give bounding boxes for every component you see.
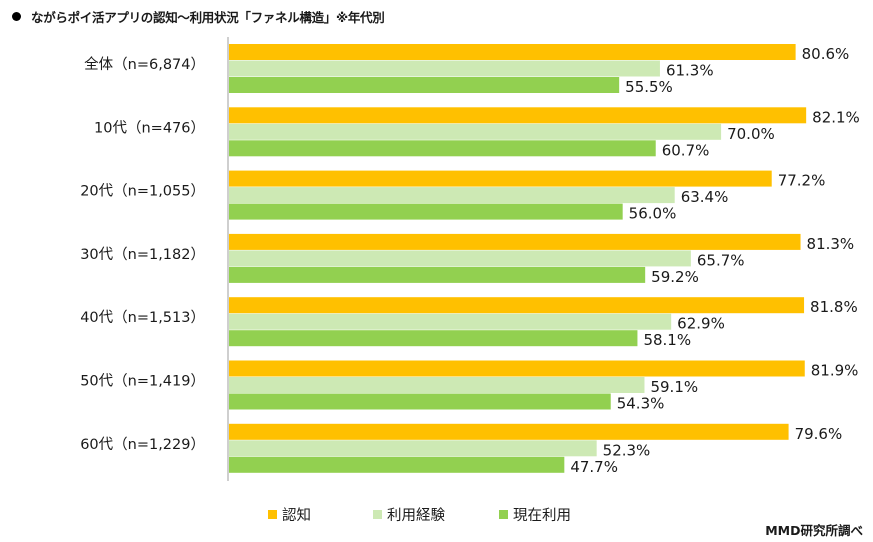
bar-awareness xyxy=(229,170,772,187)
legend-label-awareness: 認知 xyxy=(282,508,311,524)
value-label: 56.0% xyxy=(629,205,677,223)
bullet-icon xyxy=(12,12,21,21)
bar-experience xyxy=(229,60,660,77)
value-label: 59.2% xyxy=(651,268,699,286)
category-label: 40代（n=1,513） xyxy=(80,309,205,326)
bar-current-use xyxy=(229,393,611,410)
bar-awareness xyxy=(229,44,796,60)
bar-awareness xyxy=(229,107,807,124)
value-label: 81.8% xyxy=(810,298,858,316)
value-label: 82.1% xyxy=(812,108,860,126)
bar-current-use xyxy=(229,330,638,347)
source-note: MMD研究所調べ xyxy=(765,523,863,538)
value-label: 47.7% xyxy=(570,458,618,476)
value-label: 70.0% xyxy=(727,125,775,143)
bar-experience xyxy=(229,313,672,330)
chart-title: ながらポイ活アプリの認知～利用状況「ファネル構造」※年代別 xyxy=(12,7,385,26)
bar-experience xyxy=(229,123,722,140)
legend-label-current-use: 現在利用 xyxy=(513,508,571,524)
legend: 認知 利用経験 現在利用 xyxy=(0,504,873,528)
value-label: 77.2% xyxy=(778,172,826,190)
category-label: 20代（n=1,055） xyxy=(80,183,205,200)
value-label: 65.7% xyxy=(697,251,745,269)
legend-swatch-awareness xyxy=(268,510,277,519)
value-label: 81.9% xyxy=(811,362,859,380)
bar-experience xyxy=(229,377,645,393)
bar-current-use xyxy=(229,140,656,157)
legend-swatch-experience xyxy=(373,510,382,519)
value-label: 81.3% xyxy=(807,235,855,253)
bar-experience xyxy=(229,187,675,204)
legend-swatch-current-use xyxy=(499,510,508,519)
legend-item-awareness: 認知 xyxy=(268,504,311,525)
legend-item-experience: 利用経験 xyxy=(373,504,445,525)
bar-experience xyxy=(229,250,691,267)
category-label: 50代（n=1,419） xyxy=(80,373,205,390)
value-label: 55.5% xyxy=(625,78,673,96)
value-label: 52.3% xyxy=(603,441,651,459)
value-label: 59.1% xyxy=(650,378,698,396)
bar-awareness xyxy=(229,233,801,250)
category-label: 60代（n=1,229） xyxy=(80,436,205,453)
category-label: 全体（n=6,874） xyxy=(84,55,205,73)
bar-current-use xyxy=(229,456,565,473)
bar-chart: 全体（n=6,874） 80.6% 61.3%55.5% 10代（n=476） 82.1… xyxy=(80,37,860,481)
bar-experience xyxy=(229,440,597,457)
value-label: 61.3% xyxy=(666,62,714,80)
bar-current-use xyxy=(229,203,623,220)
value-label: 54.3% xyxy=(617,395,665,413)
legend-item-current-use: 現在利用 xyxy=(499,504,571,525)
value-label: 62.9% xyxy=(677,315,725,333)
chart-title-text: ながらポイ活アプリの認知～利用状況「ファネル構造」※年代別 xyxy=(31,10,385,25)
bar-awareness xyxy=(229,423,789,440)
bar-awareness xyxy=(229,360,805,377)
value-label: 60.7% xyxy=(662,141,710,159)
category-label: 10代（n=476） xyxy=(94,119,205,136)
value-label: 58.1% xyxy=(643,331,691,349)
bar-current-use xyxy=(229,77,620,93)
legend-label-experience: 利用経験 xyxy=(387,508,445,524)
bar-awareness xyxy=(229,297,805,314)
category-label: 30代（n=1,182） xyxy=(80,246,205,263)
value-label: 79.6% xyxy=(795,425,843,443)
value-label: 63.4% xyxy=(681,188,729,206)
bar-current-use xyxy=(229,266,646,283)
value-label: 80.6% xyxy=(802,45,850,63)
